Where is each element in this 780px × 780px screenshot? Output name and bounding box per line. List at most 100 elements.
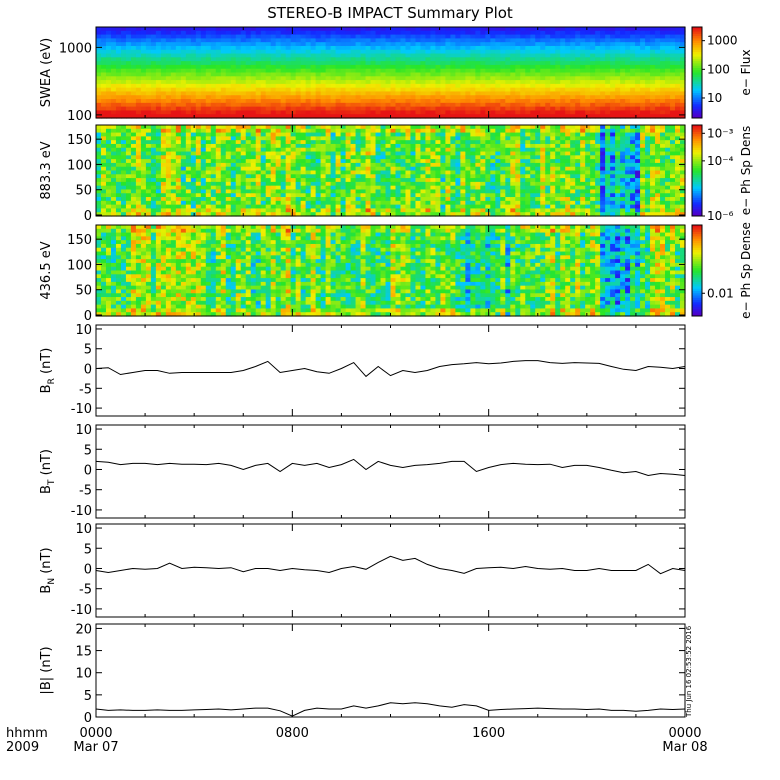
spectrogram-cell xyxy=(450,61,456,66)
spectrogram-cell xyxy=(680,83,686,89)
spectrogram-cell xyxy=(275,140,282,145)
spectrogram-cell xyxy=(455,155,461,160)
spectrogram-cell xyxy=(360,76,367,81)
spectrogram-cell xyxy=(445,147,451,153)
spectrogram-cell xyxy=(365,87,372,93)
spectrogram-cell xyxy=(500,170,506,175)
spectrogram-cell xyxy=(530,110,536,115)
spectrogram-cell xyxy=(250,155,257,160)
spectrogram-cell xyxy=(310,68,317,74)
spectrogram-cell xyxy=(115,91,122,96)
spectrogram-cell xyxy=(290,204,297,210)
spectrogram-cell xyxy=(560,57,566,62)
spectrogram-cell xyxy=(380,174,387,179)
spectrogram-cell xyxy=(310,27,317,32)
spectrogram-cell xyxy=(140,91,147,96)
spectrogram-cell xyxy=(315,128,322,134)
spectrogram-cell xyxy=(285,102,292,108)
spectrogram-cell xyxy=(130,200,137,206)
spectrogram-cell xyxy=(445,212,451,217)
spectrogram-cell xyxy=(395,212,402,217)
spectrogram-cell xyxy=(475,125,481,130)
spectrogram-cell xyxy=(495,159,501,164)
spectrogram-cell xyxy=(260,80,267,85)
spectrogram-cell xyxy=(250,204,257,210)
spectrogram-cell xyxy=(505,159,511,164)
spectrogram-cell xyxy=(580,114,586,119)
spectrogram-cell xyxy=(170,34,177,39)
spectrogram-cell xyxy=(580,68,586,74)
spectrogram-cell xyxy=(570,114,576,119)
spectrogram-cell xyxy=(100,91,107,96)
spectrogram-cell xyxy=(350,49,357,55)
spectrogram-cell xyxy=(215,27,222,32)
spectrogram-cell xyxy=(250,208,257,213)
spectrogram-cell xyxy=(205,151,212,156)
spectrogram-cell xyxy=(330,80,337,85)
spectrogram-cell xyxy=(645,72,651,77)
spectrogram-cell xyxy=(310,136,317,141)
spectrogram-cell xyxy=(170,72,177,77)
spectrogram-cell xyxy=(315,102,322,108)
spectrogram-cell xyxy=(260,208,267,213)
spectrogram-cell xyxy=(355,204,362,210)
spectrogram-cell xyxy=(485,42,491,47)
spectrogram-cell xyxy=(380,99,387,104)
colorbar-swatch xyxy=(692,102,702,105)
spectrogram-cell xyxy=(555,110,561,115)
spectrogram-cell xyxy=(265,57,272,62)
spectrogram-cell xyxy=(220,72,227,77)
spectrogram-cell xyxy=(105,95,112,100)
spectrogram-cell xyxy=(135,185,142,191)
spectrogram-cell xyxy=(515,178,521,183)
spectrogram-cell xyxy=(640,102,646,108)
spectrogram-cell xyxy=(475,162,481,168)
spectrogram-cell xyxy=(320,128,327,134)
spectrogram-cell xyxy=(620,34,626,39)
spectrogram-cell xyxy=(180,64,187,70)
spectrogram-cell xyxy=(545,30,551,36)
spectrogram-cell xyxy=(420,197,427,202)
spectrogram-cell xyxy=(545,72,551,77)
spectrogram-cell xyxy=(330,72,337,77)
spectrogram-cell xyxy=(130,166,137,172)
spectrogram-cell xyxy=(650,34,656,39)
spectrogram-cell xyxy=(280,204,287,210)
spectrogram-cell xyxy=(640,91,646,96)
spectrogram-cell xyxy=(495,185,501,191)
spectrogram-cell xyxy=(275,102,282,108)
spectrogram-cell xyxy=(150,72,157,77)
spectrogram-cell xyxy=(630,110,636,115)
spectrogram-cell xyxy=(105,132,112,137)
spectrogram-cell xyxy=(435,45,442,51)
spectrogram-cell xyxy=(300,34,307,39)
spectrogram-cell xyxy=(425,49,432,55)
spectrogram-cell xyxy=(295,83,302,89)
spectrogram-cell xyxy=(440,27,447,32)
spectrogram-cell xyxy=(305,68,312,74)
spectrogram-cell xyxy=(450,83,456,89)
spectrogram-cell xyxy=(390,140,397,145)
spectrogram-cell xyxy=(510,91,516,96)
spectrogram-cell xyxy=(165,38,172,43)
spectrogram-cell xyxy=(600,49,606,55)
spectrogram-cell xyxy=(240,72,247,77)
spectrogram-cell xyxy=(225,87,232,93)
spectrogram-cell xyxy=(665,83,671,89)
spectrogram-cell xyxy=(240,178,247,183)
spectrogram-cell xyxy=(195,185,202,191)
spectrogram-cell xyxy=(450,208,456,213)
spectrogram-cell xyxy=(610,42,616,47)
spectrogram-cell xyxy=(570,110,576,115)
spectrogram-cell xyxy=(315,185,322,191)
spectrogram-cell xyxy=(625,64,631,70)
spectrogram-cell xyxy=(300,99,307,104)
spectrogram-cell xyxy=(500,83,506,89)
spectrogram-cell xyxy=(155,162,162,168)
spectrogram-cell xyxy=(245,72,252,77)
spectrogram-cell xyxy=(345,208,352,213)
spectrogram-cell xyxy=(96,178,102,183)
spectrogram-cell xyxy=(510,99,516,104)
spectrogram-cell xyxy=(495,174,501,179)
spectrogram-cell xyxy=(330,204,337,210)
